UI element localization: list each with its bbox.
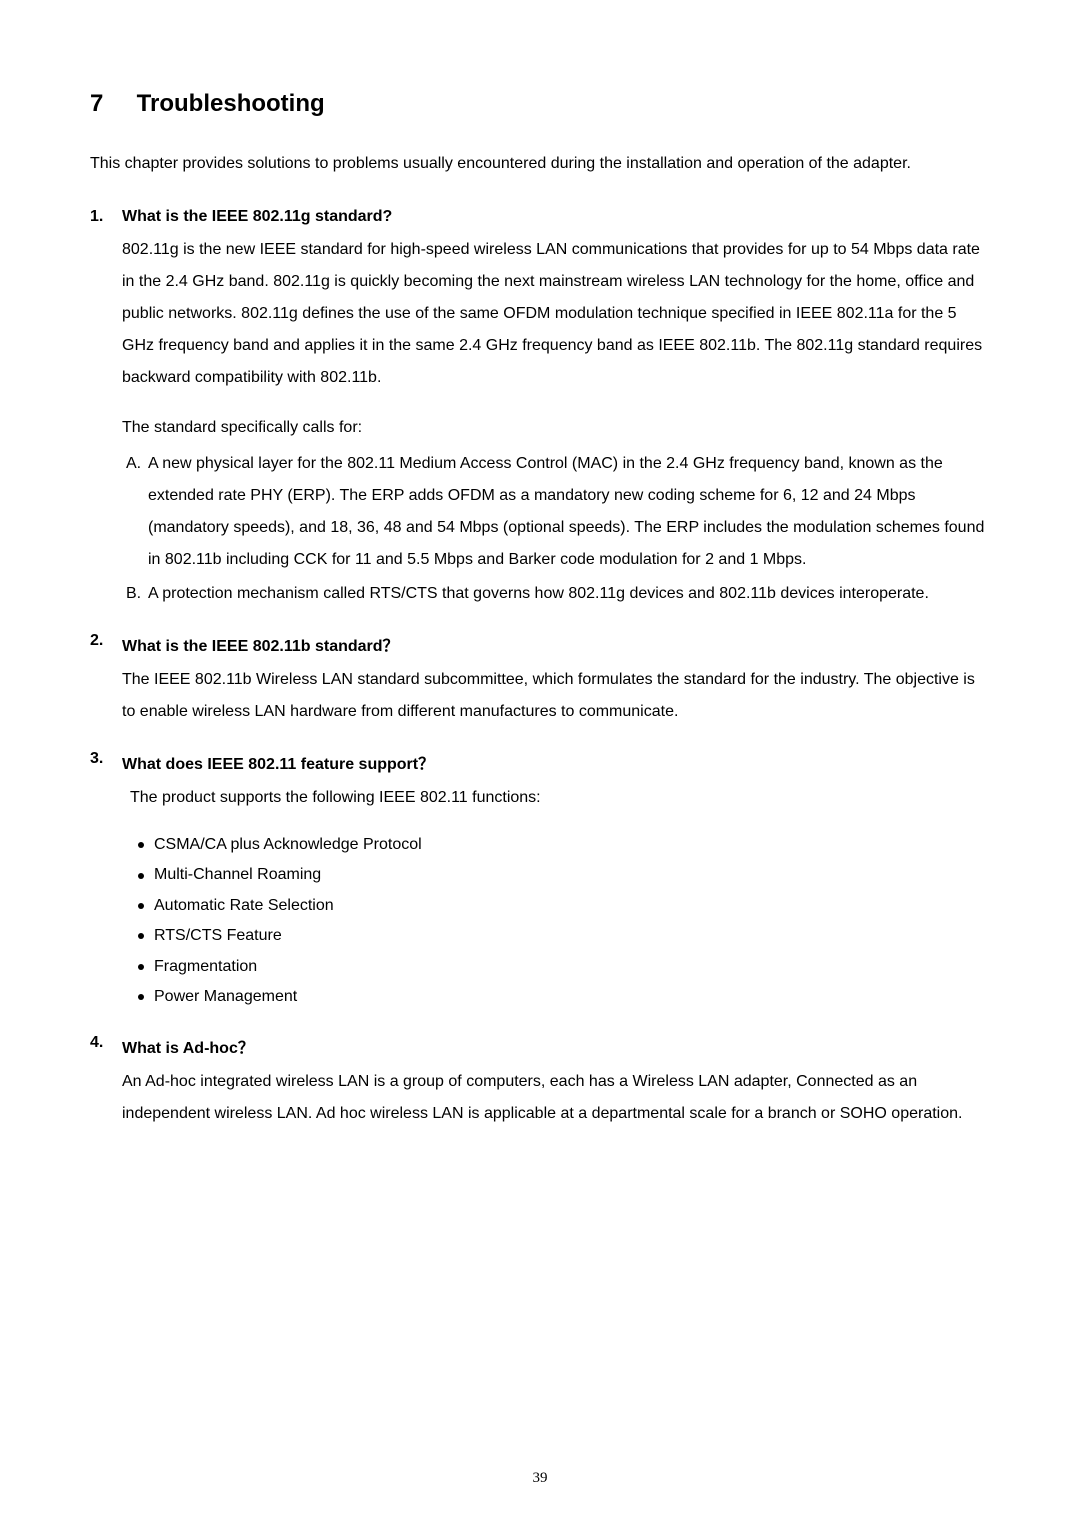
bullet-icon <box>138 842 144 848</box>
faq-question-text: What is Ad-hoc？ <box>122 1034 254 1058</box>
faq-question: 4. What is Ad-hoc？ <box>90 1034 990 1058</box>
lettered-list: A. A new physical layer for the 802.11 M… <box>90 448 990 610</box>
bullet-icon <box>138 994 144 1000</box>
bullet-icon <box>138 933 144 939</box>
chapter-intro: This chapter provides solutions to probl… <box>90 148 990 180</box>
faq-item: 2. What is the IEEE 802.11b standard？ Th… <box>90 632 990 728</box>
bullet-text: Automatic Rate Selection <box>154 891 334 921</box>
bullet-list: CSMA/CA plus Acknowledge Protocol Multi-… <box>90 830 990 1012</box>
faq-item: 4. What is Ad-hoc？ An Ad-hoc integrated … <box>90 1034 990 1130</box>
chapter-title-text: Troubleshooting <box>137 90 325 117</box>
bullet-text: Fragmentation <box>154 952 257 982</box>
faq-item: 1. What is the IEEE 802.11g standard? 80… <box>90 208 990 610</box>
lettered-letter: B. <box>122 578 148 610</box>
lettered-item: A. A new physical layer for the 802.11 M… <box>122 448 990 576</box>
lettered-letter: A. <box>122 448 148 576</box>
faq-number: 3. <box>90 750 122 774</box>
chapter-title: 7 Troubleshooting <box>90 90 990 118</box>
bullet-item: Fragmentation <box>138 952 990 982</box>
faq-number: 1. <box>90 208 122 226</box>
faq-question-text: What does IEEE 802.11 feature support？ <box>122 750 434 774</box>
lettered-text: A new physical layer for the 802.11 Medi… <box>148 448 990 576</box>
faq-question: 2. What is the IEEE 802.11b standard？ <box>90 632 990 656</box>
faq-question-text: What is the IEEE 802.11g standard? <box>122 208 392 226</box>
faq-question: 1. What is the IEEE 802.11g standard? <box>90 208 990 226</box>
faq-body: 802.11g is the new IEEE standard for hig… <box>90 234 990 394</box>
bullet-intro: The product supports the following IEEE … <box>90 782 990 814</box>
page-number: 39 <box>0 1470 1080 1487</box>
bullet-text: Multi-Channel Roaming <box>154 860 321 890</box>
bullet-item: Automatic Rate Selection <box>138 891 990 921</box>
chapter-number: 7 <box>90 90 130 118</box>
bullet-icon <box>138 964 144 970</box>
lettered-text: A protection mechanism called RTS/CTS th… <box>148 578 990 610</box>
bullet-item: Multi-Channel Roaming <box>138 860 990 890</box>
bullet-text: CSMA/CA plus Acknowledge Protocol <box>154 830 422 860</box>
bullet-item: CSMA/CA plus Acknowledge Protocol <box>138 830 990 860</box>
faq-item: 3. What does IEEE 802.11 feature support… <box>90 750 990 1012</box>
faq-number: 2. <box>90 632 122 656</box>
lettered-item: B. A protection mechanism called RTS/CTS… <box>122 578 990 610</box>
faq-body: An Ad-hoc integrated wireless LAN is a g… <box>90 1066 990 1130</box>
bullet-item: Power Management <box>138 982 990 1012</box>
bullet-icon <box>138 873 144 879</box>
faq-number: 4. <box>90 1034 122 1058</box>
faq-question-text: What is the IEEE 802.11b standard？ <box>122 632 399 656</box>
faq-question: 3. What does IEEE 802.11 feature support… <box>90 750 990 774</box>
faq-subheading: The standard specifically calls for: <box>90 412 990 444</box>
faq-body: The IEEE 802.11b Wireless LAN standard s… <box>90 664 990 728</box>
bullet-text: RTS/CTS Feature <box>154 921 282 951</box>
bullet-item: RTS/CTS Feature <box>138 921 990 951</box>
bullet-icon <box>138 903 144 909</box>
bullet-text: Power Management <box>154 982 297 1012</box>
